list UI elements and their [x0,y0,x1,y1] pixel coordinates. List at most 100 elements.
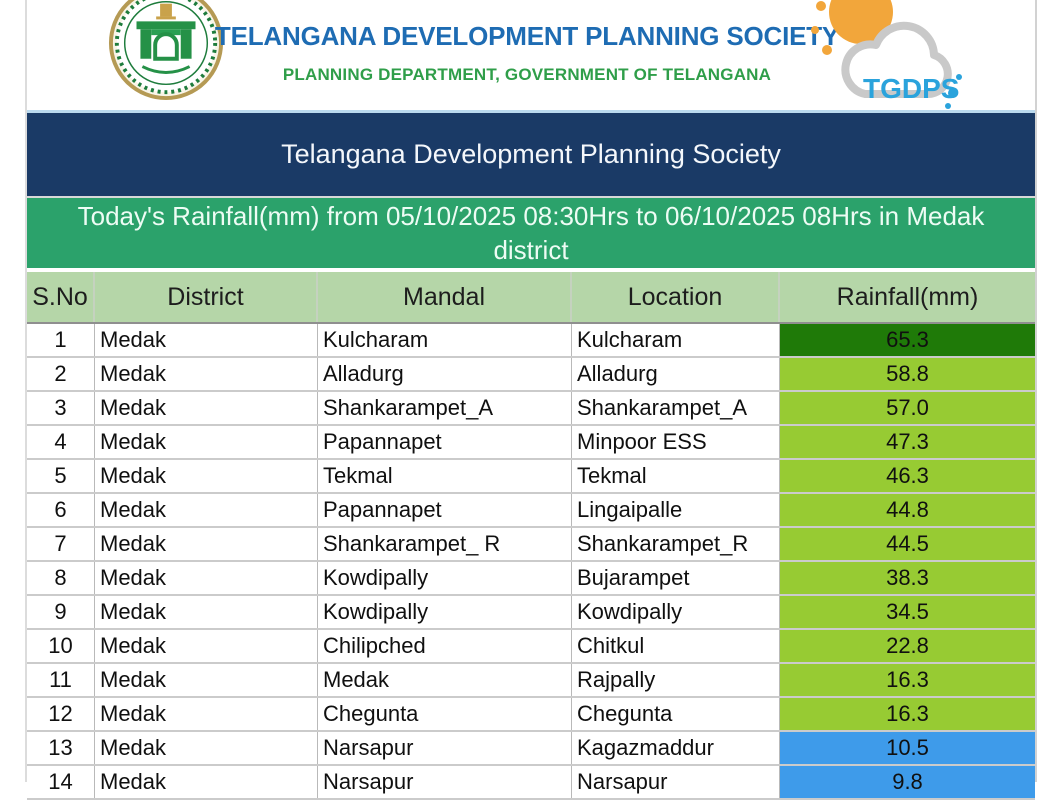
cell-location: Shankarampet_A [572,392,780,424]
cell-mandal: Papannapet [318,494,572,526]
table-row: 11 Medak Medak Rajpally 16.3 [27,664,1035,698]
cell-sno: 3 [27,392,95,424]
cell-rainfall-value: 57.0 [780,392,1035,424]
cell-location: Tekmal [572,460,780,492]
cell-district: Medak [95,426,318,458]
table-row: 7 Medak Shankarampet_ R Shankarampet_R 44.5 [27,528,1035,562]
cell-mandal: Chilipched [318,630,572,662]
column-header-district: District [95,272,318,322]
cell-rainfall-value: 10.5 [780,732,1035,764]
cell-location: Shankarampet_R [572,528,780,560]
cell-district: Medak [95,698,318,730]
cell-location: Lingaipalle [572,494,780,526]
cell-sno: 13 [27,732,95,764]
cell-district: Medak [95,494,318,526]
cell-rainfall-value: 46.3 [780,460,1035,492]
letterhead: TELANGANA DEVELOPMENT PLANNING SOCIETY P… [27,0,1035,113]
cell-rainfall-value: 22.8 [780,630,1035,662]
cell-mandal: Narsapur [318,766,572,798]
tgdps-sun-cloud-logo-icon: TGDPS [805,0,967,110]
cell-rainfall-value: 44.5 [780,528,1035,560]
society-name-heading: TELANGANA DEVELOPMENT PLANNING SOCIETY [214,21,840,51]
table-row: 3 Medak Shankarampet_A Shankarampet_A 57.0 [27,392,1035,426]
cell-location: Chegunta [572,698,780,730]
letterhead-titles: TELANGANA DEVELOPMENT PLANNING SOCIETY P… [212,0,842,85]
cell-sno: 4 [27,426,95,458]
cell-mandal: Kulcharam [318,324,572,356]
cell-district: Medak [95,732,318,764]
table-row: 4 Medak Papannapet Minpoor ESS 47.3 [27,426,1035,460]
table-row: 5 Medak Tekmal Tekmal 46.3 [27,460,1035,494]
cell-location: Alladurg [572,358,780,390]
society-title-banner: Telangana Development Planning Society [27,113,1035,198]
cell-district: Medak [95,596,318,628]
column-header-mandal: Mandal [318,272,572,322]
table-row: 8 Medak Kowdipally Bujarampet 38.3 [27,562,1035,596]
cell-district: Medak [95,664,318,696]
cell-rainfall-value: 16.3 [780,664,1035,696]
cell-rainfall-value: 44.8 [780,494,1035,526]
cell-rainfall-value: 58.8 [780,358,1035,390]
page-frame: TELANGANA DEVELOPMENT PLANNING SOCIETY P… [25,0,1037,800]
cell-sno: 1 [27,324,95,356]
cell-sno: 11 [27,664,95,696]
column-header-location: Location [572,272,780,322]
table-row: 12 Medak Chegunta Chegunta 16.3 [27,698,1035,732]
table-row: 10 Medak Chilipched Chitkul 22.8 [27,630,1035,664]
table-row: 2 Medak Alladurg Alladurg 58.8 [27,358,1035,392]
cell-rainfall-value: 65.3 [780,324,1035,356]
cell-district: Medak [95,392,318,424]
banner-table-divider [27,268,1035,272]
cell-district: Medak [95,562,318,594]
cell-location: Bujarampet [572,562,780,594]
cell-sno: 12 [27,698,95,730]
cell-location: Kagazmaddur [572,732,780,764]
cell-sno: 14 [27,766,95,798]
department-subheading: PLANNING DEPARTMENT, GOVERNMENT OF TELAN… [282,65,772,84]
cell-mandal: Papannapet [318,426,572,458]
cell-location: Narsapur [572,766,780,798]
cell-mandal: Shankarampet_ R [318,528,572,560]
column-header-sno: S.No [27,272,95,322]
cell-location: Kowdipally [572,596,780,628]
society-title-text: Telangana Development Planning Society [281,139,781,169]
cell-district: Medak [95,460,318,492]
cell-rainfall-value: 38.3 [780,562,1035,594]
cell-rainfall-value: 47.3 [780,426,1035,458]
cell-location: Kulcharam [572,324,780,356]
rainfall-table-header: S.No District Mandal Location Rainfall(m… [27,272,1035,324]
cell-district: Medak [95,358,318,390]
rainfall-table-body: 1 Medak Kulcharam Kulcharam 65.3 2 Medak Alladu… [27,324,1035,800]
table-row: 9 Medak Kowdipally Kowdipally 34.5 [27,596,1035,630]
cell-sno: 8 [27,562,95,594]
cell-mandal: Narsapur [318,732,572,764]
cell-district: Medak [95,766,318,798]
table-row: 13 Medak Narsapur Kagazmaddur 10.5 [27,732,1035,766]
cell-mandal: Chegunta [318,698,572,730]
cell-mandal: Shankarampet_A [318,392,572,424]
telangana-government-emblem-icon [107,0,225,107]
cell-rainfall-value: 34.5 [780,596,1035,628]
rainfall-report-banner: Today's Rainfall(mm) from 05/10/2025 08:… [27,198,1035,268]
cell-location: Chitkul [572,630,780,662]
cell-mandal: Medak [318,664,572,696]
rainfall-report-title: Today's Rainfall(mm) from 05/10/2025 08:… [77,201,985,265]
table-row: 1 Medak Kulcharam Kulcharam 65.3 [27,324,1035,358]
cell-rainfall-value: 16.3 [780,698,1035,730]
tgdps-logo-text: TGDPS [863,73,959,104]
cell-location: Minpoor ESS [572,426,780,458]
cell-district: Medak [95,528,318,560]
cell-rainfall-value: 9.8 [780,766,1035,798]
cell-mandal: Alladurg [318,358,572,390]
cell-sno: 7 [27,528,95,560]
table-row: 14 Medak Narsapur Narsapur 9.8 [27,766,1035,800]
cell-location: Rajpally [572,664,780,696]
cell-district: Medak [95,324,318,356]
cell-sno: 5 [27,460,95,492]
table-row: 6 Medak Papannapet Lingaipalle 44.8 [27,494,1035,528]
cell-mandal: Kowdipally [318,596,572,628]
cell-sno: 6 [27,494,95,526]
cell-district: Medak [95,630,318,662]
cell-sno: 2 [27,358,95,390]
cell-mandal: Tekmal [318,460,572,492]
